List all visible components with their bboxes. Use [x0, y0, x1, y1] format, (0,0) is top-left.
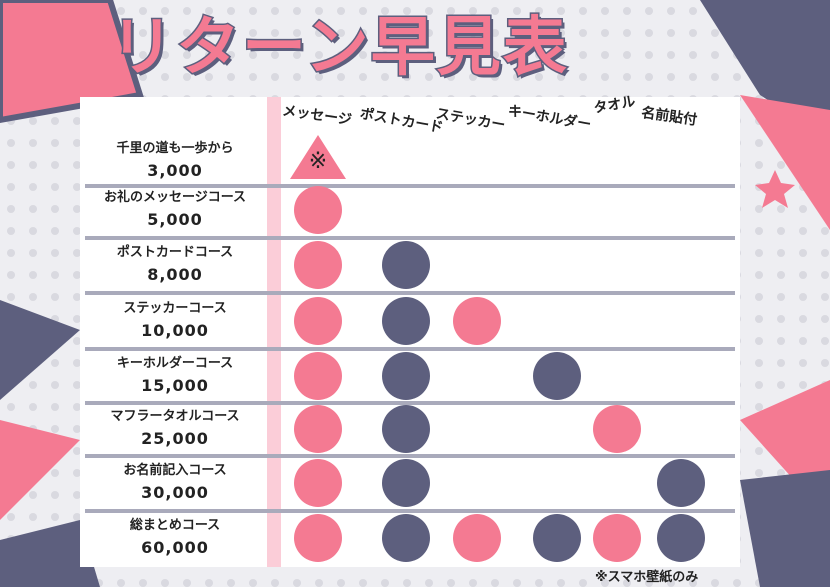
course-price: 8,000 — [147, 265, 203, 284]
row-divider — [85, 183, 735, 188]
course-price: 5,000 — [147, 210, 203, 229]
course-name: 総まとめコース — [129, 518, 221, 533]
included-mark-circle — [382, 297, 430, 345]
row-divider — [85, 400, 735, 405]
row-label: マフラータオルコース 25,000 — [80, 406, 270, 450]
course-price: 3,000 — [147, 161, 203, 180]
included-mark-circle — [382, 514, 430, 562]
course-price: 10,000 — [141, 321, 209, 340]
included-mark-circle — [533, 514, 581, 562]
row-label: キーホルダーコース 15,000 — [80, 353, 270, 397]
included-mark-circle — [657, 459, 705, 507]
column-divider — [267, 97, 281, 567]
included-mark-circle — [453, 514, 501, 562]
included-mark-circle — [657, 514, 705, 562]
course-name: ステッカーコース — [123, 301, 227, 316]
row-label: ステッカーコース 10,000 — [80, 298, 270, 342]
course-price: 30,000 — [141, 483, 209, 502]
row-divider — [85, 291, 735, 295]
triangle-note: ※ — [308, 149, 328, 174]
included-mark-circle — [382, 405, 430, 453]
course-price: 25,000 — [141, 429, 209, 448]
row-label: 千里の道も一歩から 3,000 — [80, 138, 270, 182]
included-mark-circle — [593, 405, 641, 453]
included-mark-circle — [382, 459, 430, 507]
included-mark-circle — [294, 241, 342, 289]
course-name: お名前記入コース — [123, 463, 227, 478]
course-name: ポストカードコース — [116, 245, 234, 260]
included-mark-circle — [294, 186, 342, 234]
page-title: リターン早見表 — [109, 10, 569, 87]
row-divider — [85, 508, 735, 513]
row-divider — [85, 235, 735, 240]
course-price: 15,000 — [141, 376, 209, 395]
included-mark-circle — [294, 297, 342, 345]
course-name: 千里の道も一歩から — [116, 141, 234, 156]
course-name: キーホルダーコース — [116, 356, 234, 371]
included-mark-circle — [294, 459, 342, 507]
included-mark-circle — [294, 514, 342, 562]
course-name: マフラータオルコース — [110, 409, 240, 424]
row-label: 総まとめコース 60,000 — [80, 515, 270, 559]
included-mark-circle — [593, 514, 641, 562]
row-divider — [85, 454, 735, 458]
included-mark-circle — [294, 405, 342, 453]
footnote: ※スマホ壁紙のみ — [595, 570, 699, 585]
row-label: お礼のメッセージコース 5,000 — [80, 187, 270, 231]
included-mark-circle — [294, 352, 342, 400]
included-mark-circle — [533, 352, 581, 400]
course-price: 60,000 — [141, 538, 209, 557]
partial-triangle-mark — [290, 135, 346, 179]
row-label: お名前記入コース 30,000 — [80, 460, 270, 504]
course-name: お礼のメッセージコース — [103, 190, 247, 205]
included-mark-circle — [382, 352, 430, 400]
row-label: ポストカードコース 8,000 — [80, 242, 270, 286]
included-mark-circle — [382, 241, 430, 289]
row-divider — [85, 346, 735, 351]
included-mark-circle — [453, 297, 501, 345]
